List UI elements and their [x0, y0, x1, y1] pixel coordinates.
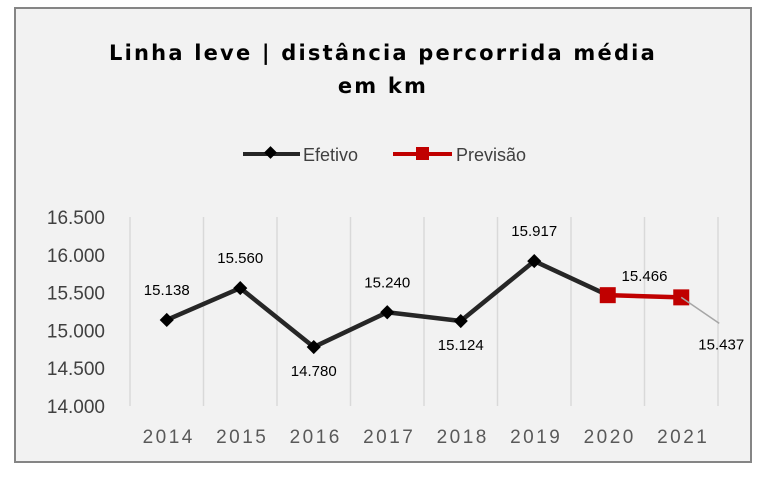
- chart-frame: [14, 7, 752, 463]
- legend-marker-previsao: [416, 147, 429, 160]
- legend-marker-efetivo: [264, 146, 277, 159]
- legend-label-previsao: Previsão: [456, 145, 526, 165]
- x-tick-label: 2014: [143, 427, 195, 448]
- x-tick-label: 2017: [363, 427, 415, 448]
- y-tick-label: 14.000: [47, 397, 105, 418]
- data-label-previsao: 15.466: [622, 268, 668, 285]
- marker-efetivo: [306, 339, 321, 355]
- data-label-previsao: 15.437: [698, 336, 744, 353]
- marker-efetivo: [527, 254, 542, 269]
- chart-title-line-1: Linha leve | distância percorrida média: [109, 41, 657, 66]
- x-tick-label: 2016: [290, 427, 342, 448]
- x-tick-label: 2018: [437, 427, 489, 448]
- y-tick-label: 15.000: [47, 321, 105, 342]
- x-tick-label: 2019: [510, 427, 562, 448]
- marker-efetivo: [233, 280, 248, 296]
- y-tick-label: 14.500: [47, 359, 105, 380]
- x-tick-label: 2020: [584, 427, 636, 448]
- data-label-efetivo: 15.138: [144, 282, 190, 299]
- data-label-efetivo: 15.560: [217, 250, 263, 267]
- data-label-efetivo: 15.124: [438, 337, 484, 354]
- y-tick-label: 16.000: [47, 246, 105, 267]
- leader-line: [680, 296, 720, 324]
- legend-label-efetivo: Efetivo: [303, 145, 358, 165]
- x-tick-label: 2021: [657, 427, 709, 448]
- chart-title-line-2: em km: [338, 74, 428, 98]
- marker-efetivo: [453, 313, 468, 329]
- y-tick-label: 15.500: [47, 284, 105, 305]
- legend: Efetivo Previsão: [243, 145, 526, 165]
- marker-efetivo: [380, 305, 395, 320]
- data-label-efetivo: 14.780: [291, 363, 337, 380]
- data-label-efetivo: 15.917: [511, 223, 557, 240]
- y-tick-label: 16.500: [47, 208, 105, 229]
- line-previsao: [607, 292, 682, 300]
- marker-efetivo: [159, 312, 174, 328]
- data-label-efetivo: 15.240: [364, 274, 410, 291]
- marker-previsao: [599, 287, 616, 304]
- x-tick-label: 2015: [216, 427, 268, 448]
